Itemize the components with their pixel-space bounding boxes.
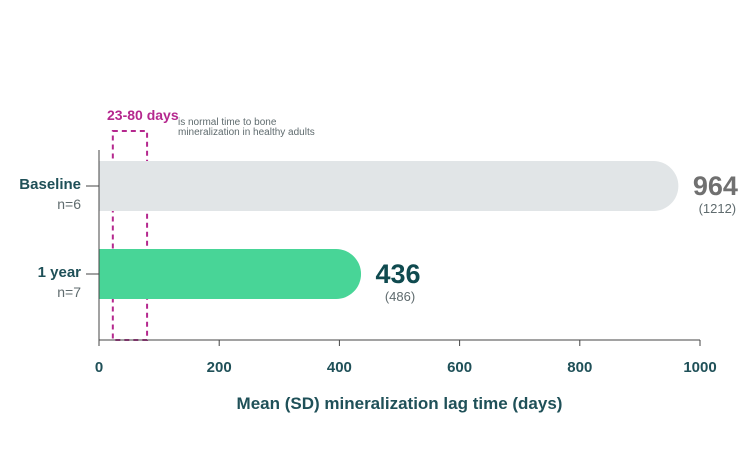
bar-value-label: 964 bbox=[693, 171, 738, 201]
category-labels: Baseline n=6 1 year n=7 bbox=[19, 176, 99, 300]
reference-band-note-line2: mineralization in healthy adults bbox=[178, 127, 315, 138]
bar-one-year bbox=[99, 249, 362, 299]
reference-band: 23-80 days is normal time to bone minera… bbox=[107, 107, 315, 341]
x-tick-label: 800 bbox=[567, 359, 592, 376]
bar-value-label: 436 bbox=[376, 259, 421, 289]
category-label: 1 year bbox=[38, 264, 82, 281]
x-tick-label: 1000 bbox=[683, 359, 716, 376]
reference-band-box bbox=[111, 130, 149, 341]
category-n-label: n=6 bbox=[57, 196, 81, 212]
x-tick-label: 200 bbox=[207, 359, 232, 376]
bars-group: 964(1212) 436(486) bbox=[99, 161, 738, 304]
reference-band-note-line1: is normal time to bone bbox=[178, 117, 277, 128]
x-tick-label: 600 bbox=[447, 359, 472, 376]
bar-sd-label: (1212) bbox=[699, 201, 737, 216]
x-tick-label: 0 bbox=[95, 359, 103, 376]
category-n-label: n=7 bbox=[57, 284, 81, 300]
bar-left-edge bbox=[99, 249, 124, 299]
x-tick-label: 400 bbox=[327, 359, 352, 376]
bar-left-edge bbox=[99, 161, 124, 211]
category-label: Baseline bbox=[19, 176, 81, 193]
x-axis-ticks: 0 200 400 600 800 1000 bbox=[95, 340, 717, 376]
bar-sd-label: (486) bbox=[385, 289, 415, 304]
bar-baseline bbox=[99, 161, 679, 211]
x-axis-label: Mean (SD) mineralization lag time (days) bbox=[237, 394, 563, 413]
reference-band-label: 23-80 days bbox=[107, 107, 179, 123]
